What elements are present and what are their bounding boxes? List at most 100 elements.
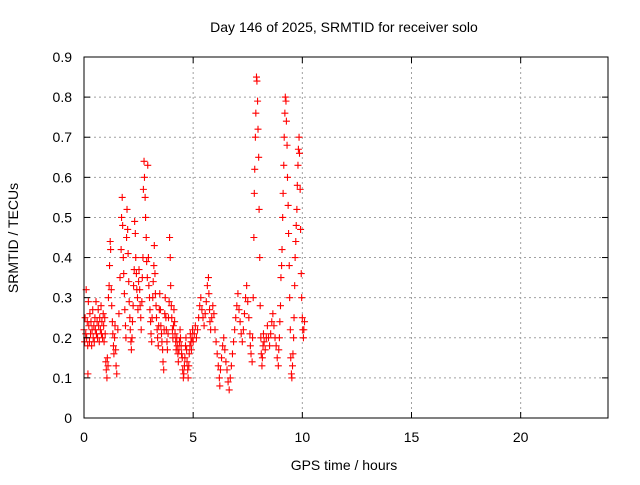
data-point <box>171 318 179 326</box>
data-point <box>272 342 280 350</box>
data-point <box>97 302 105 310</box>
data-point <box>185 362 193 370</box>
data-point <box>199 314 207 322</box>
data-point <box>131 229 139 237</box>
y-tick-label: 0.7 <box>53 129 73 145</box>
data-point <box>101 330 109 338</box>
data-point <box>175 338 183 346</box>
data-point <box>127 346 135 354</box>
data-point <box>191 322 199 330</box>
data-point <box>107 246 115 254</box>
data-point <box>250 189 258 197</box>
data-point <box>150 242 158 250</box>
y-tick-label: 0.5 <box>53 209 73 225</box>
data-point <box>213 350 221 358</box>
data-points <box>80 73 309 394</box>
data-point <box>146 306 154 314</box>
data-point <box>283 141 291 149</box>
data-point <box>135 266 143 274</box>
data-point <box>224 378 232 386</box>
data-point <box>266 342 274 350</box>
data-point <box>116 274 124 282</box>
data-point <box>174 358 182 366</box>
data-point <box>204 274 212 282</box>
data-point <box>88 342 96 350</box>
data-point <box>226 374 234 382</box>
data-point <box>220 334 228 342</box>
data-point <box>244 298 252 306</box>
data-point <box>168 326 176 334</box>
data-point <box>256 302 264 310</box>
data-point <box>279 213 287 221</box>
data-point <box>245 314 253 322</box>
data-point <box>223 366 231 374</box>
data-point <box>176 326 184 334</box>
data-point <box>281 93 289 101</box>
data-point <box>119 254 127 262</box>
data-point <box>184 366 192 374</box>
data-point <box>210 310 218 318</box>
y-tick-label: 0.6 <box>53 169 73 185</box>
data-point <box>135 278 143 286</box>
data-point <box>237 330 245 338</box>
data-point <box>108 302 116 310</box>
data-point <box>84 298 92 306</box>
data-point <box>297 225 305 233</box>
data-point <box>291 254 299 262</box>
data-point <box>141 193 149 201</box>
data-point <box>180 370 188 378</box>
data-point <box>222 358 230 366</box>
data-point <box>140 173 148 181</box>
data-point <box>285 229 293 237</box>
data-point <box>171 330 179 338</box>
data-point <box>156 290 164 298</box>
data-point <box>84 370 92 378</box>
grid-lines <box>84 57 608 418</box>
data-point <box>275 334 283 342</box>
data-point <box>87 330 95 338</box>
data-point <box>239 326 247 334</box>
data-point <box>122 334 130 342</box>
data-point <box>145 282 153 290</box>
data-point <box>211 326 219 334</box>
data-point <box>119 221 127 229</box>
data-point <box>156 306 164 314</box>
data-point <box>166 234 174 241</box>
data-point <box>96 326 104 334</box>
data-point <box>290 314 298 322</box>
data-point <box>254 125 262 133</box>
data-point <box>152 302 160 310</box>
data-point <box>251 133 259 141</box>
data-point <box>165 298 173 306</box>
y-tick-label: 0.4 <box>53 250 73 266</box>
data-point <box>123 205 131 213</box>
data-point <box>136 302 144 310</box>
data-point <box>162 326 170 334</box>
data-point <box>102 358 110 366</box>
data-point <box>246 330 254 338</box>
data-point <box>279 189 287 197</box>
data-point <box>164 330 172 338</box>
data-point <box>202 298 210 306</box>
data-point <box>150 262 158 270</box>
data-point <box>134 306 142 314</box>
data-point <box>151 270 159 278</box>
data-point <box>120 270 128 278</box>
data-point <box>140 157 148 165</box>
data-point <box>232 314 240 322</box>
data-point <box>231 326 239 334</box>
axis-ticks: 0 0.1 0.2 0.3 0.4 0.5 0.6 0.7 0.8 0.9 0 5 10 15 20 <box>53 49 608 445</box>
y-tick-label: 0.2 <box>53 330 73 346</box>
data-point <box>115 310 123 318</box>
data-point <box>299 334 307 342</box>
y-tick-label: 0 <box>64 410 72 426</box>
data-point <box>148 338 156 346</box>
data-point <box>121 306 129 314</box>
data-point <box>255 205 263 213</box>
data-point <box>132 270 140 278</box>
x-tick-label: 10 <box>295 429 311 445</box>
data-point <box>257 350 265 358</box>
data-point <box>198 306 206 314</box>
data-point <box>154 334 162 342</box>
data-point <box>234 290 242 298</box>
